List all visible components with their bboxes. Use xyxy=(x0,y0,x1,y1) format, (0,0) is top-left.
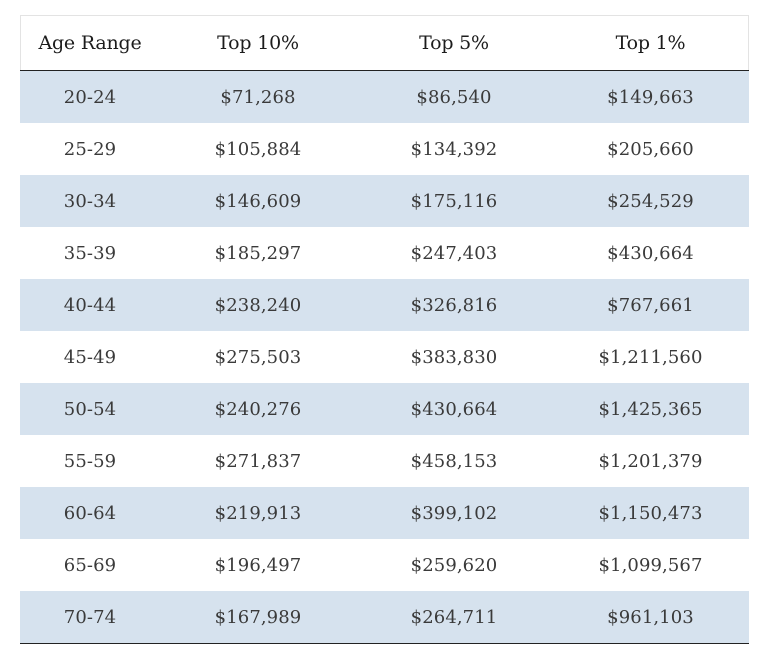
table-body: 20-24 $71,268 $86,540 $149,663 25-29 $105,884… xyxy=(20,70,749,644)
table-row: 50-54 $240,276 $430,664 $1,425,365 xyxy=(20,383,749,435)
top-5-cell: $383,830 xyxy=(356,331,552,383)
table-row: 35-39 $185,297 $247,403 $430,664 xyxy=(20,227,749,279)
top-10-cell: $185,297 xyxy=(160,227,356,279)
income-table-container: Age Range Top 10% Top 5% Top 1% 20-24 $71… xyxy=(20,15,749,644)
age-range-cell: 40-44 xyxy=(20,279,160,331)
column-header-top-5: Top 5% xyxy=(356,16,552,71)
top-5-cell: $86,540 xyxy=(356,70,552,123)
table-row: 60-64 $219,913 $399,102 $1,150,473 xyxy=(20,487,749,539)
top-1-cell: $254,529 xyxy=(552,175,749,227)
top-5-cell: $247,403 xyxy=(356,227,552,279)
top-10-cell: $238,240 xyxy=(160,279,356,331)
top-10-cell: $105,884 xyxy=(160,123,356,175)
top-10-cell: $196,497 xyxy=(160,539,356,591)
table-row: 55-59 $271,837 $458,153 $1,201,379 xyxy=(20,435,749,487)
top-10-cell: $71,268 xyxy=(160,70,356,123)
top-5-cell: $399,102 xyxy=(356,487,552,539)
top-1-cell: $1,201,379 xyxy=(552,435,749,487)
top-1-cell: $767,661 xyxy=(552,279,749,331)
table-row: 40-44 $238,240 $326,816 $767,661 xyxy=(20,279,749,331)
table-row: 65-69 $196,497 $259,620 $1,099,567 xyxy=(20,539,749,591)
age-range-cell: 50-54 xyxy=(20,383,160,435)
top-10-cell: $271,837 xyxy=(160,435,356,487)
top-5-cell: $134,392 xyxy=(356,123,552,175)
table-row: 25-29 $105,884 $134,392 $205,660 xyxy=(20,123,749,175)
age-range-cell: 45-49 xyxy=(20,331,160,383)
top-1-cell: $961,103 xyxy=(552,591,749,644)
age-range-cell: 30-34 xyxy=(20,175,160,227)
top-10-cell: $146,609 xyxy=(160,175,356,227)
column-header-top-10: Top 10% xyxy=(160,16,356,71)
age-range-cell: 25-29 xyxy=(20,123,160,175)
age-range-cell: 35-39 xyxy=(20,227,160,279)
header-row: Age Range Top 10% Top 5% Top 1% xyxy=(20,16,749,71)
age-range-cell: 60-64 xyxy=(20,487,160,539)
column-header-top-1: Top 1% xyxy=(552,16,749,71)
top-10-cell: $275,503 xyxy=(160,331,356,383)
top-5-cell: $264,711 xyxy=(356,591,552,644)
table-row: 70-74 $167,989 $264,711 $961,103 xyxy=(20,591,749,644)
column-header-age-range: Age Range xyxy=(20,16,160,71)
table-row: 45-49 $275,503 $383,830 $1,211,560 xyxy=(20,331,749,383)
top-10-cell: $167,989 xyxy=(160,591,356,644)
top-5-cell: $259,620 xyxy=(356,539,552,591)
table-row: 20-24 $71,268 $86,540 $149,663 xyxy=(20,70,749,123)
top-10-cell: $219,913 xyxy=(160,487,356,539)
top-1-cell: $1,211,560 xyxy=(552,331,749,383)
age-range-cell: 20-24 xyxy=(20,70,160,123)
age-range-cell: 55-59 xyxy=(20,435,160,487)
top-1-cell: $149,663 xyxy=(552,70,749,123)
top-1-cell: $1,425,365 xyxy=(552,383,749,435)
top-1-cell: $1,150,473 xyxy=(552,487,749,539)
top-1-cell: $430,664 xyxy=(552,227,749,279)
top-1-cell: $1,099,567 xyxy=(552,539,749,591)
top-5-cell: $430,664 xyxy=(356,383,552,435)
income-percentile-table: Age Range Top 10% Top 5% Top 1% 20-24 $71… xyxy=(20,16,749,644)
top-5-cell: $458,153 xyxy=(356,435,552,487)
top-5-cell: $175,116 xyxy=(356,175,552,227)
top-5-cell: $326,816 xyxy=(356,279,552,331)
top-1-cell: $205,660 xyxy=(552,123,749,175)
age-range-cell: 70-74 xyxy=(20,591,160,644)
age-range-cell: 65-69 xyxy=(20,539,160,591)
top-10-cell: $240,276 xyxy=(160,383,356,435)
table-row: 30-34 $146,609 $175,116 $254,529 xyxy=(20,175,749,227)
